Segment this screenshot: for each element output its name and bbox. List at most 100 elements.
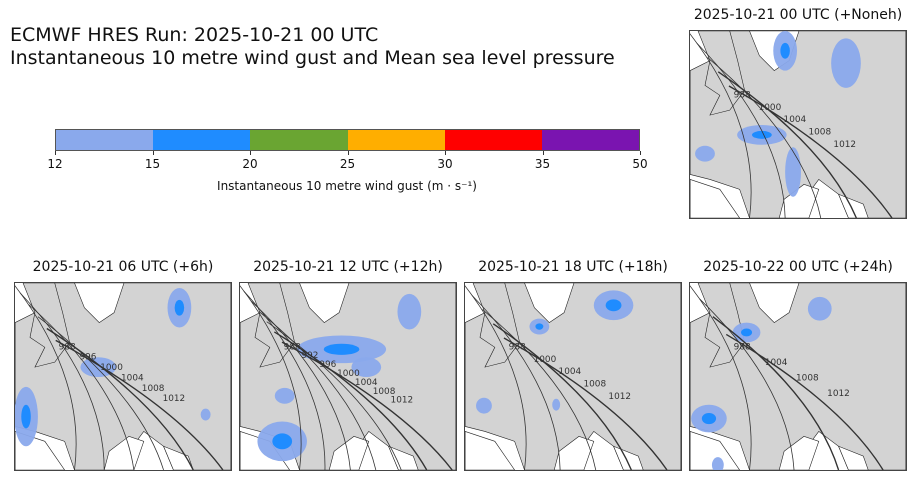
sea-area bbox=[613, 445, 644, 470]
sea-area bbox=[74, 283, 125, 323]
sea-area bbox=[838, 193, 869, 218]
colorbar-segment-15-20 bbox=[153, 130, 251, 150]
wind-gust-area bbox=[535, 323, 544, 330]
isobar-label: 1000 bbox=[759, 103, 782, 113]
isobar-label: 1008 bbox=[808, 128, 831, 138]
sea-area bbox=[388, 445, 419, 470]
land-area bbox=[465, 283, 681, 470]
isobar-label: 1012 bbox=[827, 389, 850, 399]
wind-gust-area bbox=[780, 42, 790, 59]
isobar bbox=[243, 290, 326, 470]
colorbar-tick-mark bbox=[445, 151, 446, 155]
isobar bbox=[690, 285, 752, 470]
isobar-label: 1012 bbox=[163, 394, 186, 404]
isobar-label: 1000 bbox=[534, 355, 557, 365]
colorbar-tick-mark bbox=[152, 151, 154, 155]
sea-area bbox=[524, 283, 575, 323]
panel-title: 2025-10-22 00 UTC (+24h) bbox=[703, 259, 893, 275]
panel-title: 2025-10-21 12 UTC (+12h) bbox=[253, 259, 443, 275]
wind-gust-area bbox=[272, 433, 293, 450]
wind-gust-area bbox=[807, 296, 832, 321]
wind-gust-area bbox=[21, 404, 31, 429]
map-panel: 988 1000 1004 1008 1012 bbox=[464, 282, 682, 471]
colorbar-tick-label: 35 bbox=[534, 157, 551, 171]
isobar-label: 1004 bbox=[784, 115, 807, 125]
sea-area bbox=[299, 283, 350, 323]
isobar-label: 1012 bbox=[833, 140, 856, 150]
isobar bbox=[46, 327, 194, 470]
sea-area bbox=[103, 436, 145, 470]
isobar bbox=[728, 85, 893, 218]
land-area bbox=[697, 283, 745, 368]
sea-area bbox=[690, 179, 740, 218]
wind-gust-area bbox=[785, 147, 801, 197]
map-panel: 988 996 1000 1004 1008 1012 bbox=[14, 282, 232, 471]
sea-area bbox=[328, 436, 370, 470]
isobar bbox=[492, 323, 633, 470]
figure-subtitle: Instantaneous 10 metre wind gust and Mea… bbox=[10, 47, 615, 69]
colorbar-tick-label: 30 bbox=[437, 157, 453, 171]
isobar bbox=[15, 285, 77, 470]
wind-gust-area bbox=[397, 293, 422, 330]
colorbar bbox=[55, 129, 640, 151]
colorbar-tick-label: 20 bbox=[242, 157, 258, 171]
isobar-label: 1008 bbox=[373, 387, 396, 397]
isobar bbox=[465, 285, 527, 470]
isobar-label: 988 bbox=[509, 342, 526, 352]
isobar bbox=[28, 304, 135, 470]
map-panel: 988 1000 1004 1008 1012 bbox=[689, 30, 907, 219]
colorbar-tick-label: 15 bbox=[144, 157, 161, 171]
isobar-label: 1008 bbox=[583, 380, 606, 390]
colorbar-tick-mark bbox=[640, 151, 641, 155]
isobar-label: 996 bbox=[319, 360, 336, 370]
isobar bbox=[717, 71, 858, 218]
wind-gust-area bbox=[200, 408, 211, 421]
isobar-label: 1008 bbox=[142, 384, 165, 394]
colorbar-segment-20-25 bbox=[250, 130, 348, 150]
sea-area bbox=[778, 184, 820, 218]
wind-gust-area bbox=[701, 413, 717, 425]
isobar bbox=[725, 333, 884, 470]
colorbar-tick-mark bbox=[542, 151, 544, 155]
isobar bbox=[281, 341, 453, 470]
colorbar-label: Instantaneous 10 metre wind gust (m · s⁻… bbox=[217, 179, 477, 193]
colorbar-tick-label: 50 bbox=[632, 157, 648, 171]
isobar-label: 988 bbox=[734, 90, 751, 100]
colorbar-segment-25-30 bbox=[347, 130, 445, 150]
sea-area bbox=[553, 436, 595, 470]
wind-gust-area bbox=[274, 387, 295, 404]
land-area bbox=[15, 283, 231, 470]
map-panel: 988 1004 1008 1012 bbox=[689, 282, 907, 471]
isobar bbox=[482, 309, 597, 470]
panel-title: 2025-10-21 00 UTC (+Noneh) bbox=[693, 7, 903, 23]
colorbar-tick-mark bbox=[250, 151, 251, 155]
isobar bbox=[240, 285, 302, 470]
colorbar-segment-35-50 bbox=[541, 130, 640, 150]
isobar-label: 1012 bbox=[391, 396, 414, 406]
isobar-label: 1000 bbox=[337, 369, 360, 379]
wind-gust-area bbox=[695, 145, 715, 162]
colorbar-tick-label: 25 bbox=[339, 157, 356, 171]
wind-gust-area bbox=[831, 38, 861, 88]
isobar bbox=[37, 316, 164, 470]
wind-gust-area bbox=[711, 457, 724, 470]
sea-area bbox=[690, 431, 740, 470]
isobar bbox=[273, 331, 428, 470]
isobar-label: 988 bbox=[734, 342, 751, 352]
isobar bbox=[258, 311, 377, 470]
isobar bbox=[707, 57, 822, 218]
land-area bbox=[22, 283, 70, 368]
isobar bbox=[699, 298, 795, 470]
wind-gust-area bbox=[323, 343, 360, 355]
sea-area bbox=[749, 283, 800, 323]
sea-area bbox=[838, 445, 869, 470]
colorbar-tick-mark bbox=[55, 151, 56, 155]
wind-gust-area bbox=[351, 357, 382, 377]
isobar-label: 1012 bbox=[608, 392, 631, 402]
isobar-label: 1004 bbox=[559, 367, 582, 377]
